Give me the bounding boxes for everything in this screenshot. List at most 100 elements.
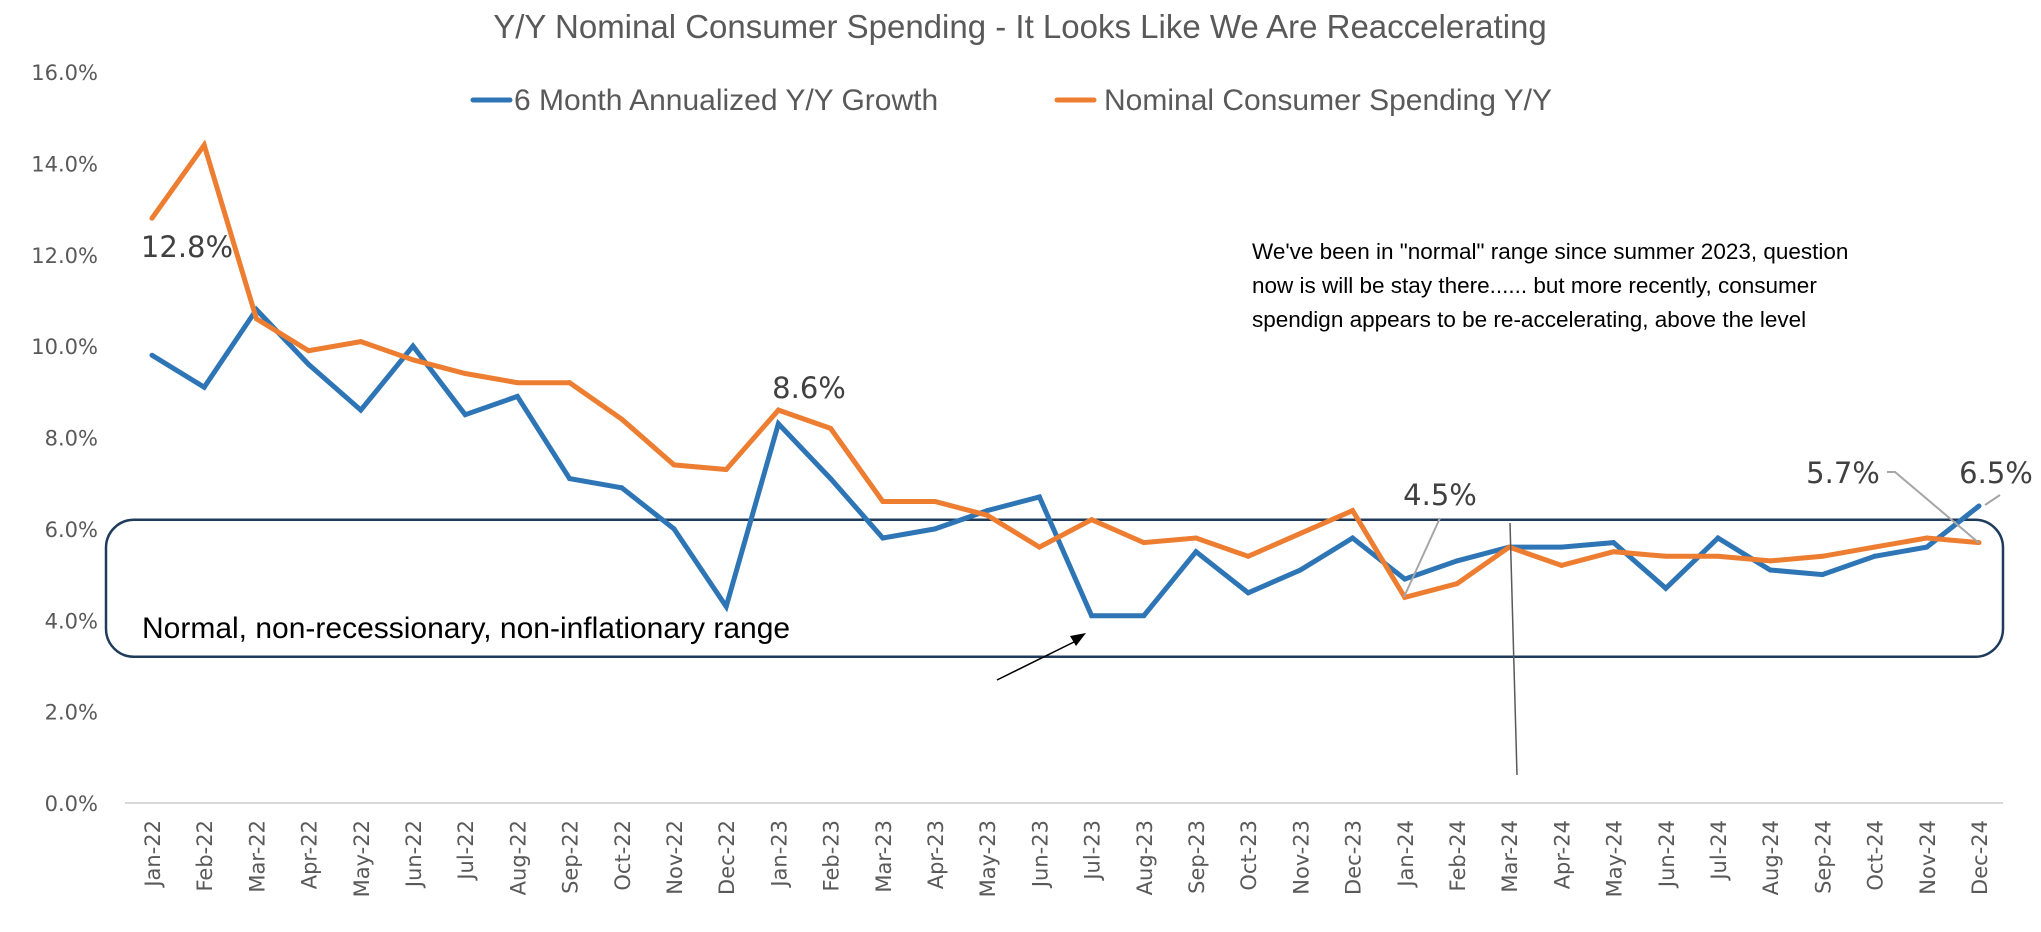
data-point-nominal-spending [1350, 508, 1356, 514]
data-label-8-6: 8.6% [772, 371, 846, 405]
data-point-nominal-spending [1089, 517, 1095, 523]
data-point-6-month-annualized [984, 508, 990, 514]
x-tick-label: Aug-24 [1759, 820, 1783, 895]
series-line-6-month-annualized [150, 305, 1981, 619]
legend-label-nominal: Nominal Consumer Spending Y/Y [1104, 84, 1552, 117]
data-point-nominal-spending [1454, 581, 1460, 587]
y-tick-label: 2.0% [45, 701, 98, 725]
data-point-6-month-annualized [1350, 535, 1356, 541]
data-point-6-month-annualized [1767, 567, 1773, 573]
data-point-nominal-spending [1872, 544, 1878, 550]
y-tick-label: 0.0% [45, 792, 98, 816]
data-point-6-month-annualized [1402, 576, 1408, 582]
data-point-nominal-spending [775, 407, 781, 413]
data-point-6-month-annualized [1611, 540, 1617, 546]
data-point-nominal-spending [1141, 540, 1147, 546]
series-layer [149, 139, 1982, 619]
data-point-6-month-annualized [462, 412, 468, 418]
data-point-nominal-spending [880, 498, 886, 504]
data-point-6-month-annualized [1663, 585, 1669, 591]
data-point-6-month-annualized [1872, 553, 1878, 559]
y-tick-label: 12.0% [31, 244, 98, 268]
x-tick-label: Mar-23 [872, 820, 896, 893]
x-tick-label: Sep-22 [559, 820, 583, 894]
data-point-6-month-annualized [828, 476, 834, 482]
data-label-12-8: 12.8% [141, 230, 233, 264]
arrow-annotation [996, 633, 1086, 681]
x-tick-label: Oct-24 [1864, 820, 1888, 891]
data-point-6-month-annualized [932, 526, 938, 532]
x-tick-label: Jul-23 [1081, 820, 1105, 882]
data-point-6-month-annualized [514, 393, 520, 399]
data-point-6-month-annualized [1036, 494, 1042, 500]
data-point-6-month-annualized [410, 343, 416, 349]
vertical-marker-line [1509, 522, 1518, 776]
data-point-nominal-spending [1297, 530, 1303, 536]
data-point-nominal-spending [984, 512, 990, 518]
x-tick-label: Jun-22 [402, 820, 426, 889]
data-point-6-month-annualized [1558, 544, 1564, 550]
data-point-nominal-spending [1663, 553, 1669, 559]
note-line-3: spendign appears to be re-accelerating, … [1252, 307, 1806, 332]
data-point-6-month-annualized [1924, 544, 1930, 550]
note-text: We've been in "normal" range since summe… [1252, 239, 1848, 332]
x-tick-label: Jul-22 [454, 820, 478, 882]
x-tick-label: Aug-22 [506, 820, 530, 895]
data-point-nominal-spending [567, 380, 573, 386]
legend-item-nominal[interactable]: Nominal Consumer Spending Y/Y [1054, 84, 1552, 117]
data-point-6-month-annualized [619, 485, 625, 491]
x-tick-label: May-24 [1603, 820, 1627, 897]
y-tick-label: 4.0% [45, 609, 98, 633]
data-point-nominal-spending [201, 142, 207, 148]
data-point-6-month-annualized [1193, 549, 1199, 555]
x-tick-label: Jan-23 [767, 820, 791, 889]
data-point-6-month-annualized [1454, 558, 1460, 564]
data-point-nominal-spending [1819, 553, 1825, 559]
data-point-nominal-spending [514, 380, 520, 386]
data-label-4-5: 4.5% [1403, 478, 1477, 512]
leader-line-6-5 [1984, 494, 2001, 506]
data-label-6-5: 6.5% [1959, 456, 2033, 490]
x-tick-label: Nov-23 [1289, 820, 1313, 895]
y-axis: 0.0% 2.0% 4.0% 6.0% 8.0% 10.0% 12.0% 14.0% 16.0% [31, 61, 98, 816]
x-tick-label: Jun-24 [1655, 820, 1679, 889]
arrow-line [996, 639, 1079, 681]
x-tick-label: Apr-23 [924, 820, 948, 889]
data-point-6-month-annualized [671, 526, 677, 532]
leader-line-4-5 [1403, 517, 1441, 598]
legend: 6 Month Annualized Y/Y Growth Nominal Co… [470, 84, 1552, 117]
y-tick-label: 16.0% [31, 61, 98, 85]
data-point-6-month-annualized [1715, 535, 1721, 541]
y-tick-label: 10.0% [31, 335, 98, 359]
x-tick-label: Dec-22 [715, 820, 739, 895]
series-line-nominal-spending [149, 139, 1980, 601]
y-tick-label: 14.0% [31, 152, 98, 176]
x-tick-label: Dec-24 [1968, 820, 1992, 895]
x-tick-label: Nov-22 [663, 820, 687, 895]
data-point-nominal-spending [253, 316, 259, 322]
legend-item-6-month[interactable]: 6 Month Annualized Y/Y Growth [470, 84, 938, 117]
y-tick-label: 6.0% [45, 518, 98, 542]
normal-range-label: Normal, non-recessionary, non-inflationa… [142, 612, 790, 645]
data-point-nominal-spending [671, 462, 677, 468]
x-tick-label: Jun-23 [1028, 820, 1052, 889]
data-point-nominal-spending [723, 466, 729, 472]
data-point-6-month-annualized [1141, 613, 1147, 619]
x-tick-label: Oct-23 [1237, 820, 1261, 891]
data-point-6-month-annualized [1245, 590, 1251, 596]
x-tick-label: May-23 [976, 820, 1000, 897]
data-point-nominal-spending [1193, 535, 1199, 541]
data-point-nominal-spending [828, 425, 834, 431]
data-labels: 12.8% 8.6% 4.5% 5.7% 6.5% [141, 230, 2033, 512]
data-point-6-month-annualized [1976, 503, 1982, 509]
y-tick-label: 8.0% [45, 427, 98, 451]
chart-title: Y/Y Nominal Consumer Spending - It Looks… [493, 8, 1547, 45]
leader-lines [1403, 471, 2001, 598]
data-point-6-month-annualized [1819, 572, 1825, 578]
normal-range-box [104, 518, 2005, 659]
data-point-6-month-annualized [306, 361, 312, 367]
data-point-6-month-annualized [567, 476, 573, 482]
data-point-6-month-annualized [775, 421, 781, 427]
x-axis: Jan-22 Feb-22 Mar-22 Apr-22 May-22 Jun-22 Jul-… [141, 820, 1992, 897]
